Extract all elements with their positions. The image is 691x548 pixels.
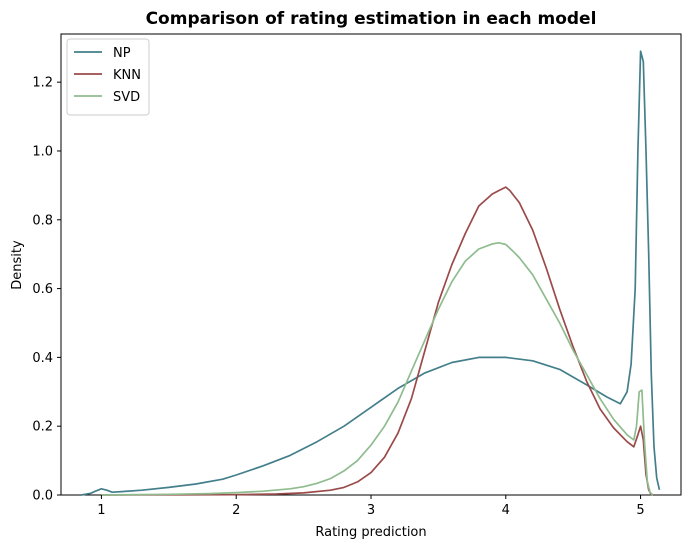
series-line-svd bbox=[101, 241, 654, 496]
legend-label-np: NP bbox=[113, 46, 131, 61]
y-tick-label: 1.0 bbox=[32, 144, 53, 159]
y-axis: 0.0 0.2 0.4 0.6 0.8 1.0 1.2 bbox=[32, 76, 61, 504]
plot-area bbox=[60, 33, 682, 496]
y-tick-label: 0.2 bbox=[32, 420, 53, 435]
x-axis: 1 2 3 4 5 bbox=[97, 495, 645, 518]
series-layer bbox=[81, 50, 661, 496]
series-line-knn bbox=[101, 186, 653, 496]
y-axis-title: Density bbox=[10, 240, 25, 290]
y-tick-label: 0.4 bbox=[32, 351, 53, 366]
x-tick-label: 2 bbox=[232, 503, 240, 518]
legend-label-svd: SVD bbox=[113, 90, 140, 105]
chart-title: Comparison of rating estimation in each … bbox=[146, 9, 597, 29]
y-tick-label: 0.6 bbox=[32, 282, 53, 297]
legend: NP KNN SVD bbox=[66, 38, 150, 116]
y-tick-label: 0.0 bbox=[32, 489, 53, 504]
y-tick-label: 0.8 bbox=[32, 213, 53, 228]
x-tick-label: 3 bbox=[367, 503, 375, 518]
x-axis-title: Rating prediction bbox=[315, 525, 426, 540]
x-tick-label: 5 bbox=[636, 503, 644, 518]
plot-border bbox=[60, 33, 682, 496]
y-tick-label: 1.2 bbox=[32, 76, 53, 91]
x-tick-label: 1 bbox=[97, 503, 105, 518]
x-tick-label: 4 bbox=[502, 503, 510, 518]
legend-label-knn: KNN bbox=[113, 68, 141, 83]
series-line-np bbox=[81, 50, 661, 496]
